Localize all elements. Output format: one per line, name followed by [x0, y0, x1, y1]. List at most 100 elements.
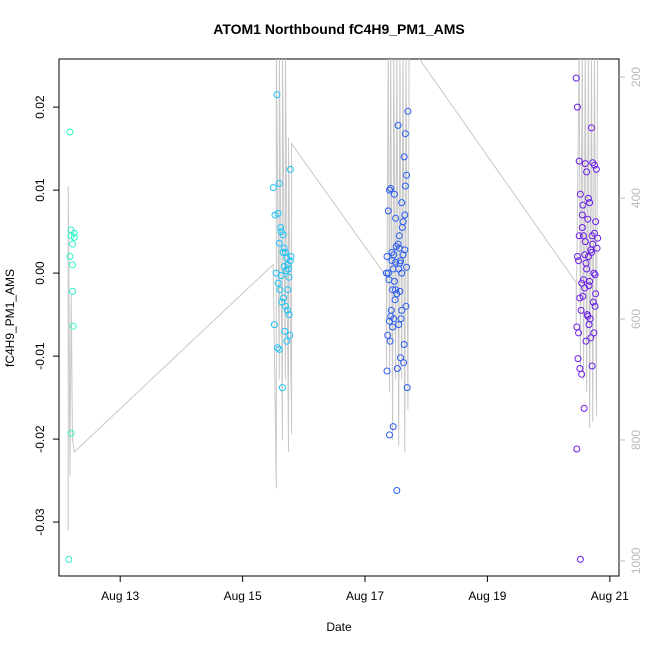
scatter-point: [387, 312, 395, 320]
scatter-point: [386, 431, 393, 439]
scatter-point: [575, 157, 583, 165]
scatter-point: [403, 263, 411, 271]
scatter-point: [270, 321, 278, 329]
scatter-point: [591, 271, 599, 279]
plot-frame: [58, 58, 620, 577]
scatter-point: [575, 257, 583, 265]
scatter-point: [383, 367, 391, 375]
scatter-point: [386, 186, 393, 194]
scatter-point: [573, 253, 581, 260]
scatter-point: [392, 243, 400, 250]
scatter-point: [280, 294, 288, 302]
scatter-point: [273, 91, 281, 99]
scatter-point: [392, 214, 400, 222]
scatter-point: [66, 253, 74, 260]
x-tick-label: Aug 21: [591, 589, 629, 603]
scatter-point: [397, 315, 405, 323]
scatter-point: [287, 253, 295, 260]
scatter-point: [286, 331, 294, 339]
scatter-point: [586, 199, 594, 207]
scatter-point: [579, 201, 587, 209]
scatter-point: [390, 251, 398, 259]
scatter-point: [389, 423, 397, 431]
scatter-point: [400, 341, 408, 348]
scatter-point: [389, 286, 397, 294]
scatter-point: [275, 180, 283, 187]
y-tick-label: 0.01: [33, 178, 47, 202]
x-tick-label: Aug 19: [468, 589, 506, 603]
scatter-point: [588, 124, 595, 132]
scatter-point: [590, 329, 598, 337]
scatter-point: [587, 246, 595, 254]
scatter-point: [278, 298, 286, 306]
scatter-point: [391, 296, 399, 304]
scatter-point: [390, 190, 398, 198]
scatter-point: [580, 276, 587, 284]
y2-tick-label: 200: [629, 67, 643, 87]
y2-tick-label: 1000: [629, 547, 643, 574]
scatter-point: [280, 244, 288, 252]
scatter-point: [587, 334, 595, 342]
scatter-point: [383, 253, 391, 260]
scatter-point: [582, 337, 590, 345]
y-tick-label: -0.02: [33, 425, 47, 453]
scatter-point: [401, 182, 409, 190]
scatter-point: [400, 359, 408, 367]
scatter-point: [389, 323, 397, 331]
scatter-point: [277, 272, 285, 280]
scatter-point: [66, 128, 74, 136]
scatter-point: [398, 306, 406, 314]
scatter-point: [399, 251, 407, 259]
scatter-point: [593, 244, 601, 252]
scatter-point: [70, 229, 78, 237]
scatter-point: [384, 269, 392, 277]
scatter-point: [403, 171, 411, 179]
x-axis-label: Date: [326, 620, 352, 634]
scatter-point: [578, 224, 586, 231]
scatter-point: [392, 286, 400, 294]
x-tick-label: Aug 17: [346, 589, 384, 603]
scatter-point: [581, 251, 589, 259]
scatter-point: [400, 153, 408, 161]
scatter-point: [279, 231, 287, 239]
scatter-point: [576, 294, 584, 302]
x-axis: Aug 13 Aug 15 Aug 17 Aug 19 Aug 21: [101, 576, 629, 603]
scatter-point: [401, 246, 409, 254]
scatter-points-layer: [65, 74, 602, 563]
y-tick-label: -0.01: [33, 342, 47, 370]
chart-title: ATOM1 Northbound fC4H9_PM1_AMS: [213, 21, 465, 37]
scatter-point: [583, 168, 591, 176]
altitude-line: [67, 59, 599, 531]
scatter-point: [279, 248, 287, 256]
y-tick-label: -0.03: [33, 508, 47, 536]
scatter-point: [394, 121, 402, 129]
scatter-point: [69, 287, 76, 295]
scatter-point: [277, 228, 285, 236]
scatter-point: [572, 74, 580, 82]
scatter-point: [275, 345, 283, 353]
scatter-point: [580, 404, 588, 412]
scatter-point: [592, 165, 600, 173]
scatter-point: [393, 487, 401, 494]
y2-tick-label: 600: [629, 309, 643, 329]
scatter-point: [277, 224, 285, 231]
scatter-point: [397, 354, 404, 362]
scatter-point: [269, 184, 277, 192]
scatter-point: [592, 218, 600, 226]
scatter-point: [588, 232, 596, 240]
scatter-point: [576, 190, 584, 198]
scatter-point: [573, 445, 581, 453]
scatter-point: [581, 160, 589, 168]
scatter-point: [387, 185, 395, 192]
scatter-point: [584, 194, 592, 202]
scatter-point: [65, 555, 73, 563]
scatter-point: [573, 323, 581, 331]
scatter-point: [396, 287, 404, 295]
scatter-point: [574, 355, 582, 363]
scatter-point: [577, 306, 585, 314]
scatter-point: [281, 327, 289, 335]
scatter-point: [578, 370, 586, 378]
scatter-point: [578, 279, 586, 287]
scatter-point: [382, 269, 390, 277]
scatter-point: [393, 365, 401, 372]
